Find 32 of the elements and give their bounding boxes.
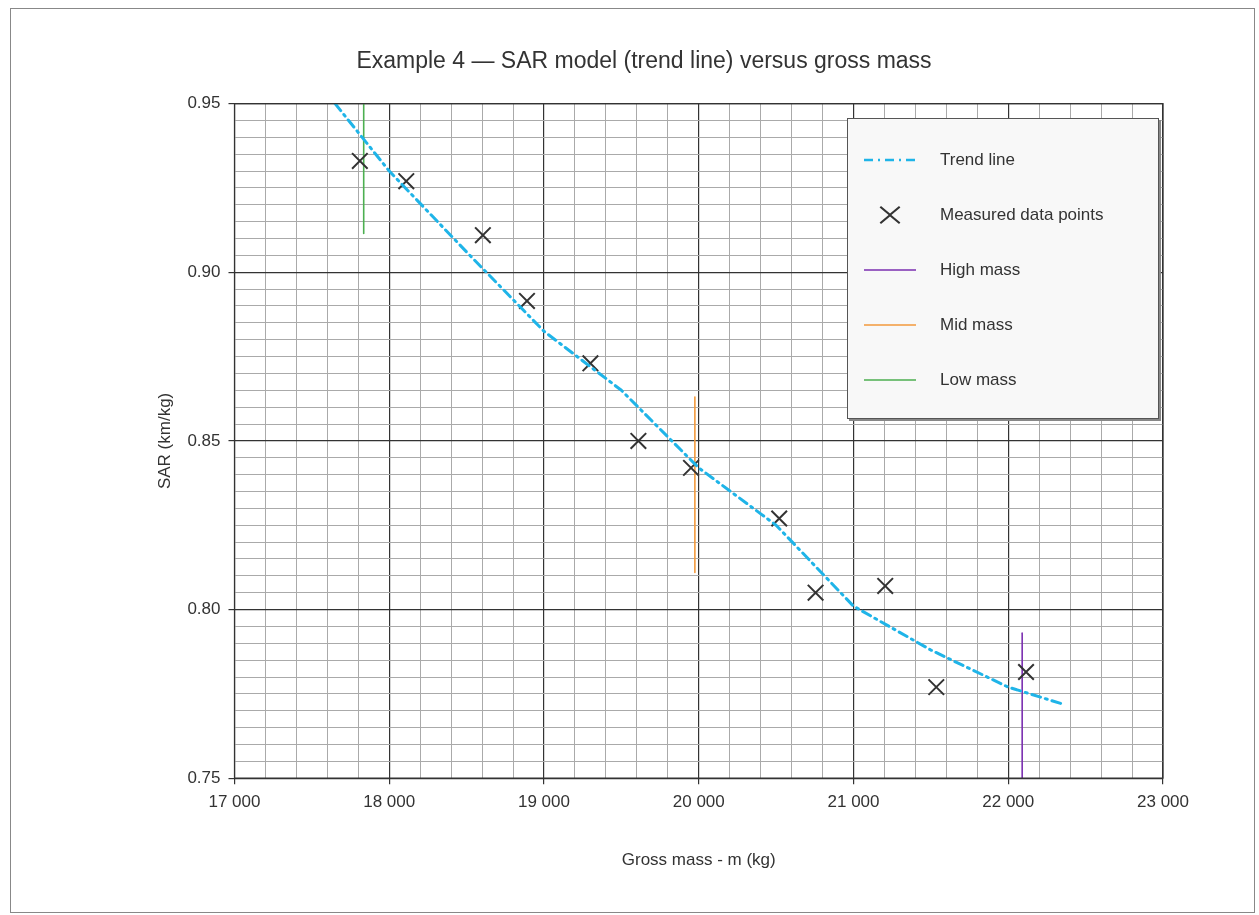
x-axis-title: Gross mass - m (kg) xyxy=(621,850,776,870)
point xyxy=(581,354,600,373)
x-tick-label: 22 000 xyxy=(982,792,1035,812)
x-tick-label: 17 000 xyxy=(208,792,261,812)
legend-label: Mid mass xyxy=(940,315,1013,336)
legend-label: Low mass xyxy=(940,370,1017,391)
x-tick-label: 19 000 xyxy=(517,792,570,812)
chart-title: Example 4 — SAR model (trend line) versus gross mass xyxy=(356,47,932,74)
point xyxy=(927,678,946,696)
y-tick-label: 0.90 xyxy=(187,261,221,281)
y-tick-label: 0.85 xyxy=(187,430,221,450)
legend-label: Trend line xyxy=(940,150,1015,171)
point xyxy=(770,509,788,528)
legend-label: High mass xyxy=(940,260,1021,281)
point xyxy=(629,432,648,450)
point xyxy=(518,292,536,310)
x-tick-label: 20 000 xyxy=(672,792,725,812)
point xyxy=(1017,663,1035,681)
x-tick-label: 21 000 xyxy=(827,792,880,812)
x-tick-label: 23 000 xyxy=(1137,792,1189,812)
y-tick-label: 0.80 xyxy=(187,599,221,619)
legend-label: Measured data points xyxy=(940,205,1104,226)
point xyxy=(806,583,825,602)
point xyxy=(876,577,894,595)
point xyxy=(474,226,492,244)
y-tick-label: 0.95 xyxy=(187,93,221,113)
point xyxy=(397,172,416,190)
x-tick-label: 18 000 xyxy=(363,792,416,812)
point xyxy=(351,152,369,170)
y-tick-label: 0.75 xyxy=(187,767,221,787)
y-axis-title: SAR (km/kg) xyxy=(154,392,174,490)
point xyxy=(682,459,700,477)
